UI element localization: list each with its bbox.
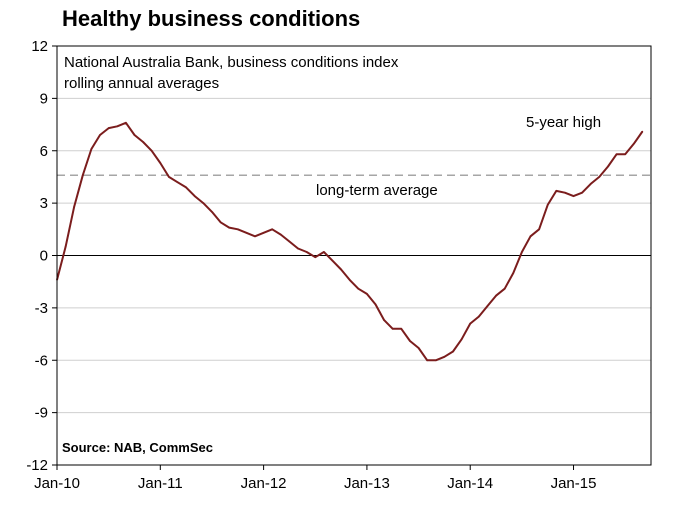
data-point bbox=[254, 235, 256, 238]
data-point bbox=[297, 247, 299, 250]
long-term-average-label: long-term average bbox=[316, 182, 438, 199]
data-point bbox=[521, 251, 523, 253]
data-point bbox=[589, 183, 592, 185]
data-point bbox=[357, 287, 360, 290]
data-point bbox=[435, 359, 437, 362]
data-point bbox=[460, 338, 463, 341]
data-point bbox=[245, 232, 248, 234]
data-point bbox=[150, 150, 153, 152]
data-point bbox=[383, 319, 385, 321]
data-point bbox=[607, 165, 609, 168]
data-point bbox=[202, 202, 205, 204]
data-point bbox=[288, 240, 291, 243]
data-point bbox=[176, 181, 179, 183]
reference-lines bbox=[57, 174, 651, 256]
data-point bbox=[340, 268, 342, 271]
data-point bbox=[538, 228, 540, 231]
data-point bbox=[624, 153, 626, 155]
data-point bbox=[64, 246, 67, 248]
data-point bbox=[426, 359, 429, 362]
chart-subtitle-line-1: National Australia Bank, business condit… bbox=[64, 54, 399, 71]
data-point bbox=[323, 251, 325, 253]
data-point bbox=[348, 279, 351, 281]
data-point bbox=[598, 176, 601, 178]
x-tick-label: Jan-13 bbox=[344, 475, 390, 492]
data-point bbox=[495, 294, 497, 297]
data-point bbox=[400, 328, 403, 330]
data-point bbox=[469, 322, 472, 325]
data-point bbox=[452, 350, 454, 353]
data-point bbox=[512, 272, 515, 274]
data-point bbox=[478, 315, 480, 318]
data-point bbox=[409, 340, 411, 342]
y-tick-label: 0 bbox=[40, 248, 48, 265]
chart-subtitle-line-2: rolling annual averages bbox=[64, 75, 219, 92]
data-point bbox=[529, 235, 532, 238]
y-axis-ticks: 12 9 6 3 0 -3 -6 -9 -12 bbox=[26, 38, 57, 474]
data-point bbox=[73, 205, 75, 208]
data-point bbox=[125, 122, 127, 124]
source-note: Source: NAB, CommSec bbox=[62, 440, 213, 455]
x-tick-label: Jan-11 bbox=[138, 475, 183, 492]
data-point bbox=[305, 251, 308, 253]
y-tick-label: 12 bbox=[31, 38, 48, 55]
y-tick-label: -6 bbox=[35, 352, 48, 369]
y-tick-label: 3 bbox=[40, 195, 48, 212]
y-tick-label: -3 bbox=[35, 300, 48, 317]
y-tick-label: -12 bbox=[26, 457, 48, 474]
data-point bbox=[633, 143, 635, 145]
data-point bbox=[271, 228, 274, 231]
data-point bbox=[107, 127, 110, 129]
data-point bbox=[90, 148, 93, 150]
y-tick-label: -9 bbox=[35, 405, 48, 422]
chart-title: Healthy business conditions bbox=[62, 6, 361, 31]
data-point bbox=[228, 226, 230, 229]
five-year-high-label: 5-year high bbox=[526, 114, 601, 131]
x-axis-ticks: Jan-10 Jan-11 Jan-12 Jan-13 Jan-14 Jan-15 bbox=[34, 465, 596, 492]
data-point bbox=[159, 162, 162, 164]
y-tick-label: 6 bbox=[40, 143, 48, 160]
data-point bbox=[391, 328, 394, 330]
data-point bbox=[99, 134, 101, 136]
x-tick-label: Jan-14 bbox=[447, 475, 493, 492]
data-point bbox=[219, 221, 222, 224]
data-point bbox=[572, 195, 575, 197]
data-point bbox=[116, 125, 119, 128]
data-point bbox=[555, 190, 558, 192]
series-line bbox=[56, 121, 644, 362]
data-point bbox=[615, 153, 618, 155]
data-point bbox=[417, 347, 420, 349]
data-point bbox=[168, 176, 170, 178]
x-tick-label: Jan-10 bbox=[34, 475, 80, 492]
data-point bbox=[443, 356, 446, 358]
data-point bbox=[546, 204, 549, 206]
x-tick-label: Jan-12 bbox=[241, 475, 287, 492]
y-tick-label: 9 bbox=[40, 90, 48, 107]
data-point bbox=[503, 287, 506, 290]
data-point bbox=[262, 232, 265, 234]
series-layer bbox=[56, 121, 644, 362]
data-point bbox=[641, 130, 644, 133]
data-point bbox=[142, 141, 144, 143]
data-point bbox=[374, 303, 377, 306]
annotations: National Australia Bank, business condit… bbox=[62, 54, 601, 455]
data-point bbox=[486, 305, 489, 307]
data-point bbox=[237, 228, 239, 231]
x-tick-label: Jan-15 bbox=[551, 475, 597, 492]
data-point bbox=[133, 134, 136, 136]
data-point bbox=[211, 211, 213, 213]
data-point bbox=[82, 174, 84, 176]
data-point bbox=[366, 293, 368, 295]
data-point bbox=[193, 195, 196, 197]
data-point bbox=[564, 191, 566, 194]
data-point bbox=[581, 191, 583, 194]
data-point bbox=[185, 186, 187, 189]
data-point bbox=[331, 259, 334, 262]
data-point bbox=[314, 256, 317, 259]
data-point bbox=[280, 233, 282, 236]
grid-lines bbox=[57, 97, 651, 414]
